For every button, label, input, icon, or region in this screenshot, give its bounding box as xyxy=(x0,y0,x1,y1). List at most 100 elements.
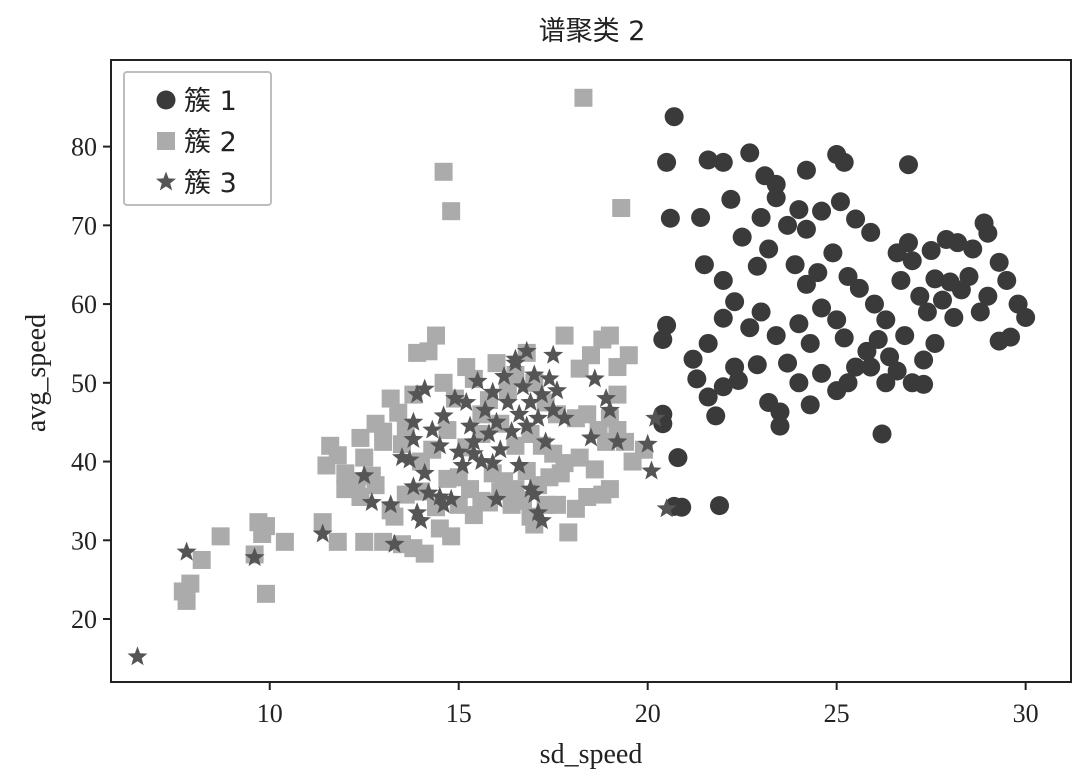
data-point-series1-32 xyxy=(694,255,714,275)
data-point-series3-12 xyxy=(414,462,435,482)
data-point-series3-49 xyxy=(535,431,556,451)
x-axis-title: sd_speed xyxy=(540,739,643,770)
data-point-series1-86 xyxy=(687,369,707,389)
data-point-series3-31 xyxy=(467,370,488,390)
data-point-series1-107 xyxy=(668,448,688,468)
data-point-series1-67 xyxy=(713,308,733,328)
data-point-series2-61 xyxy=(336,480,355,499)
data-point-series1-54 xyxy=(959,267,979,287)
data-point-series1-75 xyxy=(812,298,832,318)
plot-frame xyxy=(110,59,1072,683)
data-point-series2-101 xyxy=(600,480,619,499)
data-point-series3-30 xyxy=(463,431,484,451)
data-point-series2-2 xyxy=(442,202,461,221)
data-point-series3-1 xyxy=(176,541,197,561)
data-point-series1-28 xyxy=(948,233,968,253)
data-point-series1-61 xyxy=(989,331,1009,351)
y-tick-label: 70 xyxy=(71,211,97,240)
data-point-series3-63 xyxy=(482,452,503,472)
x-tick-label: 30 xyxy=(1013,699,1039,728)
data-point-series3-67 xyxy=(596,388,617,408)
data-point-series1-41 xyxy=(838,267,858,287)
data-point-series3-58 xyxy=(528,502,549,522)
data-point-series3-56 xyxy=(543,344,564,364)
data-point-series3-53 xyxy=(554,407,575,427)
data-point-series2-32 xyxy=(427,326,446,345)
data-point-series3-11 xyxy=(410,510,431,530)
data-point-series3-73 xyxy=(645,407,666,427)
legend-marker-square-icon xyxy=(157,132,175,150)
data-point-series3-25 xyxy=(445,388,465,408)
data-point-series1-21 xyxy=(830,192,850,212)
data-point-series3-2 xyxy=(244,547,265,567)
y-tick-label: 50 xyxy=(71,369,97,398)
legend-marker-star-icon xyxy=(156,171,176,191)
data-point-series2-117 xyxy=(585,460,604,479)
data-point-series1-101 xyxy=(887,361,907,381)
data-point-series3-48 xyxy=(531,384,552,404)
data-point-series2-57 xyxy=(566,409,585,428)
data-point-series3-51 xyxy=(543,399,564,419)
data-point-series1-91 xyxy=(747,355,767,375)
data-point-series2-22 xyxy=(355,448,374,467)
data-point-series3-45 xyxy=(520,392,541,411)
data-point-series1-81 xyxy=(880,347,900,367)
data-point-series3-34 xyxy=(479,423,499,443)
data-point-series2-103 xyxy=(374,422,393,441)
data-point-series2-102 xyxy=(351,428,370,447)
data-point-series2-19 xyxy=(328,446,347,465)
data-point-series2-1 xyxy=(434,162,453,181)
data-point-series3-68 xyxy=(599,399,620,419)
data-point-series1-16 xyxy=(751,207,771,227)
data-point-series1-17 xyxy=(766,188,786,208)
data-point-series1-2 xyxy=(698,150,718,170)
data-point-series2-13 xyxy=(256,517,275,536)
data-point-series2-39 xyxy=(487,354,506,373)
data-point-series1-95 xyxy=(800,395,820,415)
data-point-series3-66 xyxy=(584,368,605,388)
data-point-series1-57 xyxy=(997,270,1017,290)
data-point-series3-72 xyxy=(656,498,677,518)
data-point-series2-53 xyxy=(608,385,627,404)
data-point-series2-33 xyxy=(434,373,453,392)
data-point-series3-3 xyxy=(312,523,333,543)
x-tick-label: 15 xyxy=(446,699,472,728)
data-point-series1-52 xyxy=(944,307,964,327)
data-point-series3-10 xyxy=(407,502,428,522)
data-point-series1-88 xyxy=(706,406,726,426)
data-point-series1-56 xyxy=(989,252,1009,272)
data-point-series2-97 xyxy=(559,523,578,542)
data-point-series1-15 xyxy=(732,227,752,247)
data-point-series2-6 xyxy=(181,574,200,593)
data-point-series2-0 xyxy=(574,88,593,107)
data-point-series2-115 xyxy=(555,454,574,473)
legend-label: 簇 1 xyxy=(184,86,237,117)
data-point-series1-8 xyxy=(796,160,816,180)
x-tick-label: 25 xyxy=(824,699,850,728)
data-point-series1-62 xyxy=(970,302,990,322)
data-point-series2-40 xyxy=(498,381,517,400)
data-point-series1-34 xyxy=(725,292,745,312)
data-point-series1-3 xyxy=(713,152,733,172)
data-point-series1-26 xyxy=(921,241,941,261)
data-point-series2-88 xyxy=(464,506,483,525)
data-point-series3-14 xyxy=(429,486,450,506)
data-point-series3-22 xyxy=(422,419,443,439)
data-point-series3-59 xyxy=(531,510,552,530)
legend: 簇 1 簇 2 簇 3 xyxy=(123,71,272,206)
data-point-series1-76 xyxy=(827,310,847,330)
data-point-series3-36 xyxy=(486,411,507,431)
y-tick-label: 20 xyxy=(71,605,97,634)
data-point-series1-14 xyxy=(721,189,741,209)
data-point-series2-86 xyxy=(442,527,461,546)
data-point-series3-32 xyxy=(471,451,492,470)
data-point-series2-96 xyxy=(547,495,566,514)
data-point-series1-59 xyxy=(1016,307,1036,327)
data-point-series1-94 xyxy=(789,373,809,393)
y-axis: 20 30 40 50 60 70 80 xyxy=(71,133,111,634)
data-point-series1-36 xyxy=(759,239,779,259)
data-point-series1-31 xyxy=(978,223,998,243)
data-point-series2-27 xyxy=(389,403,408,422)
data-point-series3-23 xyxy=(429,435,450,455)
data-point-series1-66 xyxy=(698,333,718,353)
